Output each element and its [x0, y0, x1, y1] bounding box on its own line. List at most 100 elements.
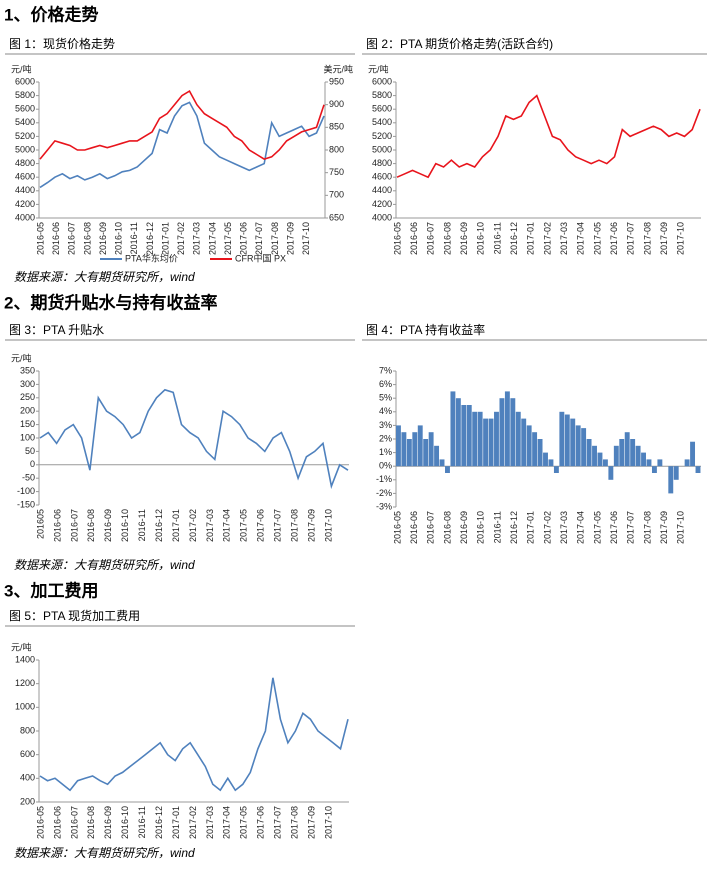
x-tick-label: 2017-10 — [301, 222, 311, 255]
x-tick-label: 2016-11 — [137, 806, 147, 838]
y2-tick-label: 750 — [329, 167, 344, 177]
y-tick-label: 5000 — [15, 144, 35, 154]
y-tick-label: -150 — [17, 499, 35, 509]
bar — [548, 459, 554, 467]
y-tick-label: 0% — [379, 461, 392, 471]
x-tick-label: 2017-03 — [192, 222, 202, 255]
y-tick-label: 1000 — [15, 702, 35, 712]
y-tick-label: -100 — [17, 486, 35, 496]
x-tick-label: 2017-04 — [222, 806, 232, 839]
bar — [575, 425, 581, 467]
y-tick-label: 50 — [25, 446, 35, 456]
x-tick-label: 2017-04 — [222, 509, 232, 542]
bar — [586, 439, 592, 467]
y-tick-label: -50 — [22, 473, 35, 483]
x-tick-label: 2016-05 — [35, 222, 45, 255]
x-tick-label: 2016-10 — [120, 806, 130, 839]
x-tick-label: 2017-01 — [526, 511, 536, 544]
figure-caption: 图 3：PTA 升贴水 — [9, 323, 104, 337]
x-tick-label: 2016-06 — [409, 511, 419, 544]
y-tick-label: 4000 — [372, 212, 392, 222]
x-tick-label: 2017-05 — [223, 222, 233, 255]
bar — [684, 459, 690, 467]
bar — [401, 432, 407, 467]
y-tick-label: 200 — [20, 796, 35, 806]
x-tick-label: 2017-09 — [285, 222, 295, 255]
bar — [673, 466, 679, 480]
line — [39, 101, 325, 189]
x-tick-label: 2016-09 — [459, 511, 469, 544]
x-tick-label: 2016-06 — [52, 509, 62, 542]
y-tick-label: 4600 — [15, 172, 35, 182]
y-tick-label: 5200 — [15, 131, 35, 141]
bar — [635, 445, 641, 467]
y-tick-label: 150 — [20, 419, 35, 429]
y-tick-label: 4200 — [372, 199, 392, 209]
bar — [608, 466, 614, 480]
x-tick-label: 2016-08 — [86, 806, 96, 839]
y-tick-label: 5400 — [15, 117, 35, 127]
bar — [651, 466, 657, 473]
y-tick-label: -2% — [376, 488, 392, 498]
x-tick-label: 2016-12 — [509, 511, 519, 544]
source: 数据来源：大有期货研究所，wind — [14, 558, 195, 572]
x-tick-label: 2017-06 — [256, 806, 266, 839]
x-tick-label: 2016-11 — [129, 222, 139, 254]
y-tick-label: 1400 — [15, 654, 35, 664]
x-tick-label: 2017-08 — [642, 511, 652, 544]
x-tick-label: 2017-09 — [659, 222, 669, 255]
x-tick-label: 2017-07 — [254, 222, 264, 255]
y-tick-label: 3% — [379, 420, 392, 430]
bar — [657, 459, 663, 467]
y2-tick-label: 700 — [329, 190, 344, 200]
y-tick-label: 600 — [20, 749, 35, 759]
x-tick-label: 201605 — [35, 509, 45, 539]
bar — [483, 418, 489, 467]
bar — [488, 418, 494, 467]
y-tick-label: 7% — [379, 365, 392, 375]
x-tick-label: 2016-10 — [114, 222, 124, 255]
bar — [602, 459, 608, 467]
y-tick-label: 350 — [20, 365, 35, 375]
x-tick-label: 2017-04 — [576, 222, 586, 255]
heading: 3、加工费用 — [4, 580, 98, 600]
figure-caption: 图 4：PTA 持有收益率 — [366, 322, 485, 337]
x-tick-label: 2016-08 — [82, 222, 92, 255]
heading: 2、期货升贴水与持有收益率 — [4, 292, 217, 312]
x-tick-label: 2017-04 — [576, 511, 586, 544]
bar — [532, 432, 538, 467]
x-tick-label: 2016-12 — [154, 806, 164, 839]
y-tick-label: 6% — [379, 379, 392, 389]
source: 数据来源：大有期货研究所，wind — [14, 846, 195, 860]
y-unit: 元/吨 — [368, 63, 389, 74]
x-tick-label: 2017-10 — [676, 222, 686, 255]
figure-caption: 图 1：现货价格走势 — [9, 36, 115, 51]
bar — [461, 405, 467, 467]
x-tick-label: 2016-10 — [476, 511, 486, 544]
x-tick-label: 2017-02 — [188, 509, 198, 542]
x-tick-label: 2017-06 — [256, 509, 266, 542]
y-tick-label: 5800 — [15, 90, 35, 100]
heading: 1、价格走势 — [4, 4, 98, 24]
x-tick-label: 2016-11 — [492, 222, 502, 254]
x-tick-label: 2017-03 — [205, 509, 215, 542]
bar — [434, 445, 440, 467]
x-tick-label: 2016-07 — [69, 509, 79, 542]
x-tick-label: 2016-07 — [69, 806, 79, 839]
y-tick-label: -3% — [376, 501, 392, 511]
y2-tick-label: 950 — [329, 76, 344, 86]
bar — [597, 452, 603, 467]
line — [396, 94, 701, 179]
y-tick-label: 5400 — [372, 117, 392, 127]
x-tick-label: 2016-06 — [51, 222, 61, 255]
figure-caption: 图 2：PTA 期货价格走势(活跃合约) — [366, 36, 553, 51]
x-tick-label: 2016-11 — [137, 509, 147, 541]
y-tick-label: 400 — [20, 773, 35, 783]
x-tick-label: 2016-12 — [145, 222, 155, 255]
x-tick-label: 2017-08 — [289, 806, 299, 839]
x-tick-label: 2017-06 — [609, 511, 619, 544]
y2-tick-label: 900 — [329, 99, 344, 109]
line — [39, 388, 349, 490]
